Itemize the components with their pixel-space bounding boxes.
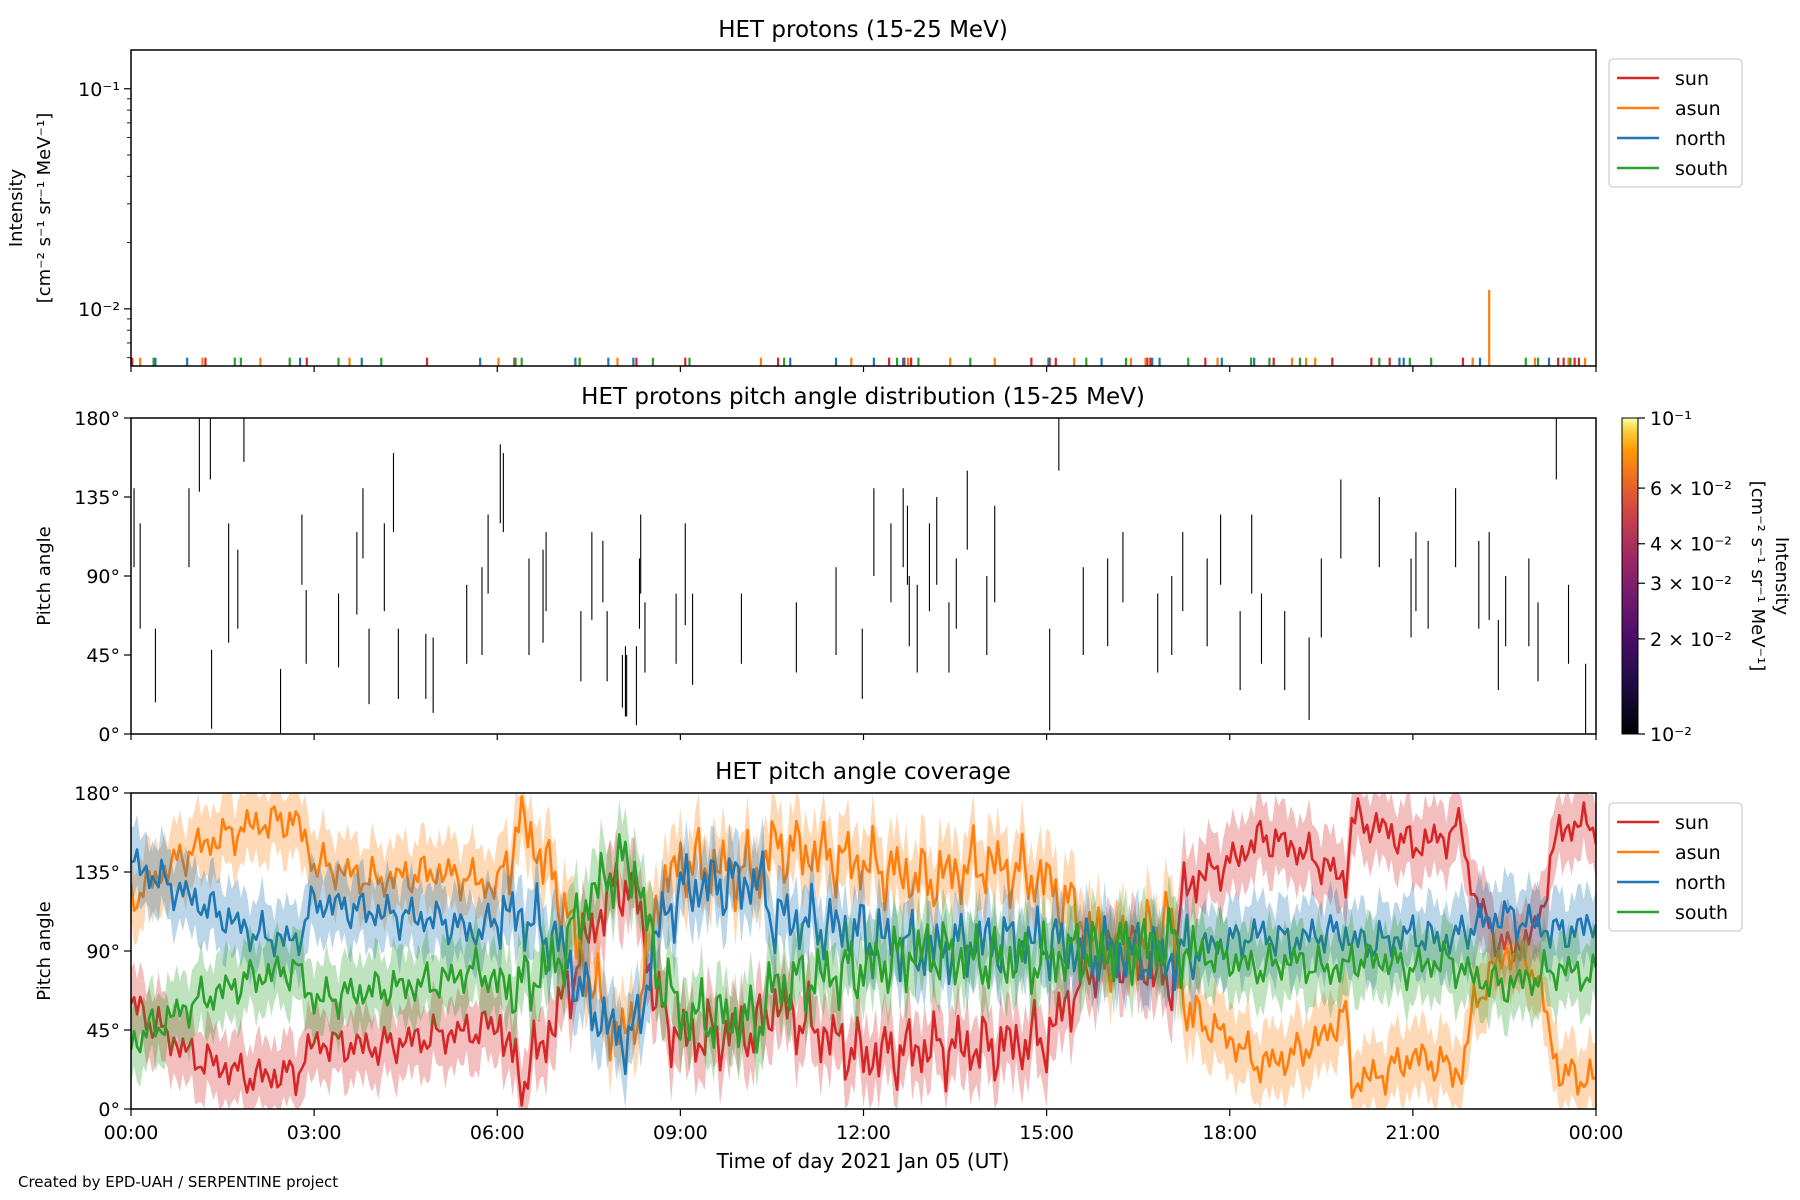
y-tick-label: 10⁻² bbox=[78, 299, 120, 321]
panel1-axes: 10⁻² 10⁻¹ bbox=[78, 79, 1597, 372]
y-tick-label: 0° bbox=[98, 1099, 120, 1121]
panel2-ylabel: Pitch angle bbox=[34, 526, 55, 625]
panel3-ylabel: Pitch angle bbox=[34, 901, 55, 1000]
panel3-frame bbox=[130, 792, 1597, 1110]
panel2-axes: 0° 45° 90° 135° 180° bbox=[74, 408, 1597, 746]
panel3-title: HET pitch angle coverage bbox=[715, 759, 1011, 785]
y-tick-label: 45° bbox=[86, 645, 120, 667]
legend-asun-label: asun bbox=[1675, 842, 1721, 864]
panel2-title: HET protons pitch angle distribution (15… bbox=[581, 384, 1145, 410]
y-tick-label: 0° bbox=[98, 724, 120, 746]
panel1-ylabel-line2: [cm⁻² s⁻¹ sr⁻¹ MeV⁻¹] bbox=[34, 113, 55, 304]
y-tick-label: 90° bbox=[86, 566, 120, 588]
x-tick-label: 00:00 bbox=[104, 1122, 159, 1144]
legend-sun-label: sun bbox=[1675, 812, 1709, 834]
colorbar-tick-label: 10⁻¹ bbox=[1650, 408, 1692, 430]
y-tick-label: 180° bbox=[74, 408, 120, 430]
panel3-axes: 0° 45° 90° 135° 180° 00:00 03:00 06:00 09:00 12:0… bbox=[74, 783, 1623, 1144]
x-tick-label: 12:00 bbox=[836, 1122, 891, 1144]
y-tick-label: 135° bbox=[74, 862, 120, 884]
panel1-marks bbox=[131, 289, 1587, 366]
colorbar-tick-label: 3 × 10⁻² bbox=[1650, 573, 1732, 595]
panel3-legend: sun asun north south bbox=[1608, 802, 1743, 932]
y-tick-label: 135° bbox=[74, 487, 120, 509]
legend-north-label: north bbox=[1675, 872, 1726, 894]
panel2-marks bbox=[133, 418, 1587, 734]
colorbar-tick-label: 10⁻² bbox=[1650, 724, 1692, 746]
x-tick-label: 09:00 bbox=[653, 1122, 708, 1144]
colorbar-gradient bbox=[1621, 417, 1639, 735]
legend-south-label: south bbox=[1675, 158, 1728, 180]
sun-line bbox=[131, 797, 1596, 1107]
colorbar-label-line1: Intensity bbox=[1771, 537, 1792, 616]
legend-box bbox=[1608, 802, 1743, 932]
x-tick-label: 15:00 bbox=[1019, 1122, 1074, 1144]
y-tick-label: 180° bbox=[74, 783, 120, 805]
panel2-frame bbox=[130, 417, 1597, 735]
legend-box bbox=[1608, 58, 1743, 188]
colorbar-tick-label: 6 × 10⁻² bbox=[1650, 478, 1732, 500]
legend-north-label: north bbox=[1675, 128, 1726, 150]
x-tick-label: 21:00 bbox=[1385, 1122, 1440, 1144]
south-line bbox=[131, 833, 1596, 1054]
panel1-legend: sun asun north south bbox=[1608, 58, 1743, 188]
x-tick-label: 18:00 bbox=[1202, 1122, 1257, 1144]
y-tick-label: 45° bbox=[86, 1020, 120, 1042]
panel-coverage: HET pitch angle coverage 0° 45° 90° 135° 180… bbox=[34, 759, 1743, 1173]
x-tick-label: 06:00 bbox=[470, 1122, 525, 1144]
asun-line bbox=[131, 795, 1596, 1100]
panel-pitch-angle-distribution: HET protons pitch angle distribution (15… bbox=[34, 384, 1792, 746]
legend-south-label: south bbox=[1675, 902, 1728, 924]
legend-asun-label: asun bbox=[1675, 98, 1721, 120]
x-tick-label: 00:00 bbox=[1569, 1122, 1624, 1144]
colorbar-ticks: 10⁻¹ 6 × 10⁻² 4 × 10⁻² 3 × 10⁻² 2 × 10⁻² 10⁻² bbox=[1638, 408, 1732, 746]
panel-intensity: HET protons (15-25 MeV) 10⁻² 10⁻¹ Intensi… bbox=[6, 17, 1743, 372]
colorbar: 10⁻¹ 6 × 10⁻² 4 × 10⁻² 3 × 10⁻² 2 × 10⁻² 10⁻²… bbox=[1621, 408, 1792, 746]
south-band bbox=[131, 799, 1596, 1088]
x-axis-label: Time of day 2021 Jan 05 (UT) bbox=[716, 1149, 1010, 1173]
colorbar-tick-label: 2 × 10⁻² bbox=[1650, 629, 1732, 651]
panel1-title: HET protons (15-25 MeV) bbox=[718, 17, 1008, 43]
panel1-ylabel-line1: Intensity bbox=[6, 168, 27, 247]
colorbar-label-line2: [cm⁻² s⁻¹ sr⁻¹ MeV⁻¹] bbox=[1747, 481, 1768, 672]
y-tick-label: 10⁻¹ bbox=[78, 79, 120, 101]
legend-sun-label: sun bbox=[1675, 68, 1709, 90]
colorbar-tick-label: 4 × 10⁻² bbox=[1650, 534, 1732, 556]
panel3-marks bbox=[131, 793, 1596, 1109]
x-tick-label: 03:00 bbox=[287, 1122, 342, 1144]
panel1-frame bbox=[130, 49, 1597, 367]
credit-footer: Created by EPD-UAH / SERPENTINE project bbox=[18, 1173, 339, 1191]
y-tick-label: 90° bbox=[86, 941, 120, 963]
